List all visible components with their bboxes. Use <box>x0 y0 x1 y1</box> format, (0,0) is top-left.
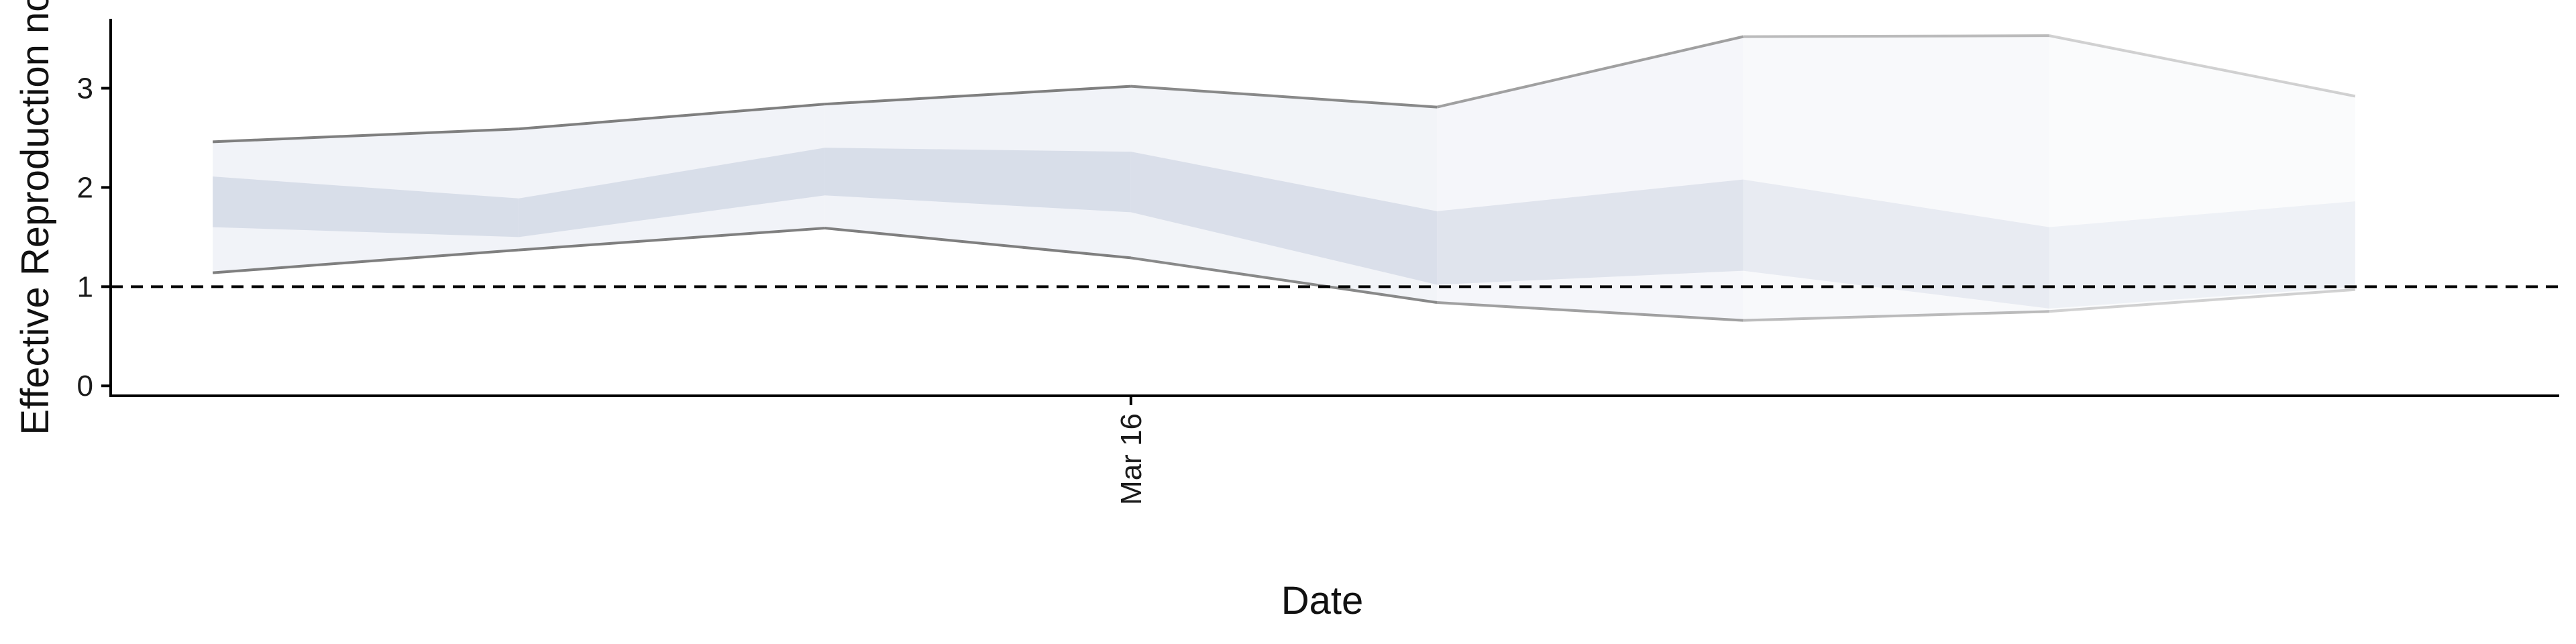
upper-bound-line <box>212 127 519 144</box>
outer-band-segment <box>2049 36 2355 312</box>
y-axis-title: Effective Reproduction no. <box>13 0 57 435</box>
y-tick-label: 2 <box>77 171 93 204</box>
lower-bound-line <box>2049 288 2355 313</box>
y-tick-label: 0 <box>77 370 93 402</box>
upper-bound-line <box>824 85 1131 106</box>
lower-bound-line <box>1436 301 1743 322</box>
upper-bound-line <box>2049 34 2356 98</box>
inner-band-segment <box>213 176 519 237</box>
y-tick-label: 1 <box>77 270 93 303</box>
outer-band-segment <box>1743 36 2049 321</box>
upper-bound-line <box>1436 35 1743 109</box>
axes: 0 1 2 3 Mar 16 <box>77 19 2559 505</box>
x-tick-label: Mar 16 <box>1115 413 1148 505</box>
plot-area <box>111 34 2559 322</box>
lower-bound-line <box>1130 256 1438 304</box>
inner-band-segment <box>1437 179 1743 285</box>
inner-band-segment <box>1130 152 1438 285</box>
upper-bound-line <box>519 103 825 131</box>
lower-bound-line <box>519 227 825 252</box>
lower-bound-line <box>1743 310 2049 322</box>
y-tick-label: 3 <box>77 72 93 105</box>
lower-bound-line <box>212 248 519 274</box>
inner-band-segment <box>1743 179 2049 309</box>
upper-bound-line <box>1130 85 1438 109</box>
inner-band-segment <box>519 148 825 237</box>
inner-band-segment <box>2049 201 2355 309</box>
x-axis-title: Date <box>1281 579 1364 623</box>
inner-band-segment <box>824 148 1131 213</box>
lower-bound-line <box>824 227 1132 260</box>
